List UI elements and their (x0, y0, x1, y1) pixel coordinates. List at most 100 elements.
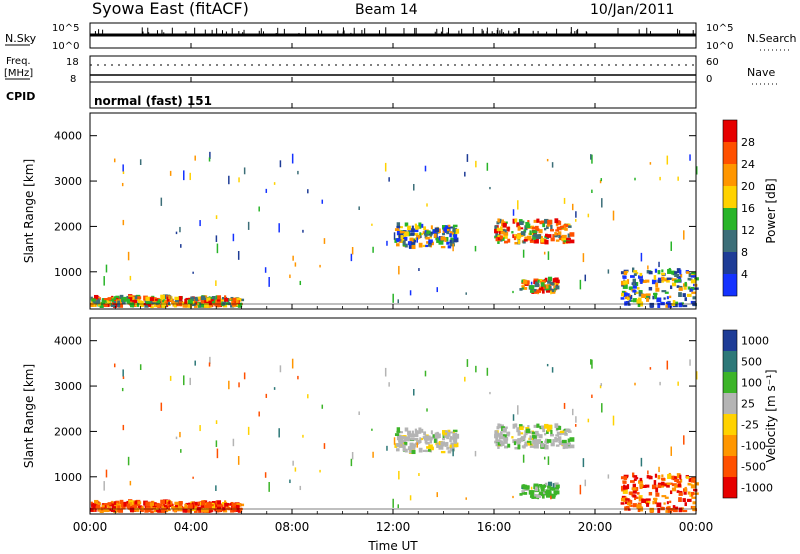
power-echo-cell (204, 297, 209, 300)
colorbar-tick-label: -500 (741, 461, 766, 474)
velocity-echo-cell (396, 430, 401, 433)
power-echo-cell (424, 233, 428, 239)
velocity-echo-cell (101, 506, 105, 512)
noise-panel: N.Sky 10^5 10^0 10^5 10^0 N.Search (5, 22, 797, 52)
power-echo-cell (540, 220, 545, 224)
velocity-echo-cell (551, 367, 554, 373)
power-echo-cell (624, 296, 629, 300)
power-echo-cell (449, 239, 453, 244)
power-echo-cell (225, 302, 231, 305)
velocity-echo-cell (103, 503, 108, 506)
power-echo-cell (214, 304, 217, 307)
velocity-echo-cell (636, 504, 642, 509)
power-echo-cell (166, 296, 170, 302)
power-echo-cell (432, 229, 435, 233)
power-echo-cell (247, 221, 250, 230)
power-echo-cell (235, 302, 239, 307)
velocity-echo-cell (550, 495, 556, 499)
velocity-echo-cell (575, 416, 577, 423)
power-echo-cell (646, 270, 650, 274)
velocity-echo-cell (521, 491, 524, 495)
power-echo-cell (160, 197, 163, 206)
velocity-echo-cell (523, 492, 528, 495)
power-echo-cell (553, 287, 556, 293)
velocity-echo-cell (440, 441, 446, 446)
power-echo-cell (302, 229, 304, 233)
velocity-echo-cell (674, 484, 678, 488)
power-echo-cell (521, 286, 524, 290)
power-echo-cell (447, 245, 452, 249)
velocity-echo-cell (446, 435, 450, 440)
power-echo-cell (117, 303, 121, 308)
power-echo-cell (392, 293, 394, 303)
velocity-echo-cell (537, 484, 540, 488)
velocity-echo-cell (208, 362, 211, 367)
power-echo-cell (241, 298, 245, 302)
velocity-echo-cell (200, 500, 206, 506)
velocity-echo-cell (551, 493, 555, 498)
velocity-echo-cell (691, 496, 696, 499)
power-echo-cell (418, 268, 420, 272)
power-echo-cell (634, 177, 636, 181)
velocity-echo-cell (449, 437, 452, 443)
velocity-echo-cell (529, 490, 535, 495)
velocity-echo-cell (442, 430, 447, 435)
velocity-echo-cell (536, 494, 542, 498)
power-echo-cell (132, 299, 138, 303)
velocity-echo-cell (409, 442, 414, 448)
velocity-echo-cell (464, 376, 466, 382)
power-echo-cell (520, 227, 524, 230)
velocity-echo-cell (512, 495, 514, 499)
velocity-echo-cell (307, 394, 309, 399)
velocity-echo-cell (222, 506, 226, 511)
velocity-echo-cell (678, 492, 683, 496)
power-echo-cell (160, 294, 165, 300)
velocity-echo-cell (264, 472, 267, 478)
velocity-echo-cell (622, 489, 628, 494)
power-echo-cell (429, 234, 432, 237)
velocity-echo-cell (620, 502, 625, 505)
power-echo-cell (695, 166, 698, 175)
power-echo-cell (404, 222, 409, 227)
velocity-echo-cell (386, 445, 388, 451)
velocity-echo-cell (682, 498, 686, 503)
power-echo-cell (531, 226, 536, 230)
velocity-echo-cell (620, 497, 624, 502)
velocity-echo-cell (571, 408, 574, 416)
velocity-echo-cell (111, 503, 115, 508)
velocity-echo-cell (530, 494, 535, 497)
power-echo-cell (556, 226, 562, 231)
power-echo-cell (264, 267, 267, 273)
power-echo-cell (554, 218, 559, 224)
velocity-echo-cell (687, 491, 691, 495)
power-echo-cell (136, 302, 140, 307)
velocity-echo-cell (554, 437, 557, 441)
frequency-panel: Freq. [MHz] 18 8 60 0 Nave (4, 55, 780, 85)
power-echo-cell (279, 160, 282, 168)
velocity-echo-cell (211, 504, 216, 509)
power-echo-cell (666, 155, 669, 165)
velocity-echo-cell (424, 438, 428, 444)
velocity-echo-cell (427, 449, 431, 452)
power-echo-cell (530, 289, 535, 292)
velocity-echo-cell (126, 500, 130, 506)
power-echo-cell (530, 238, 534, 243)
velocity-echo-cell (113, 506, 117, 509)
colorbar-tick-label: 25 (741, 398, 755, 411)
velocity-echo-cell (523, 443, 528, 447)
power-echo-cell (504, 240, 509, 244)
velocity-echo-cell (121, 504, 126, 510)
colorbar-swatch (723, 414, 737, 435)
power-echo-cell (209, 151, 211, 159)
power-echo-cell (191, 297, 194, 302)
power-echo-cell (169, 170, 172, 176)
velocity-echo-cell (591, 394, 593, 398)
power-echo-cell (243, 167, 246, 175)
power-echo-cell (547, 219, 553, 225)
velocity-echo-cell (533, 438, 537, 443)
velocity-echo-cell (513, 441, 517, 446)
velocity-echo-cell (674, 478, 680, 482)
velocity-echo-cell (620, 476, 624, 480)
velocity-echo-cell (533, 493, 537, 497)
velocity-echo-cell (432, 434, 435, 438)
